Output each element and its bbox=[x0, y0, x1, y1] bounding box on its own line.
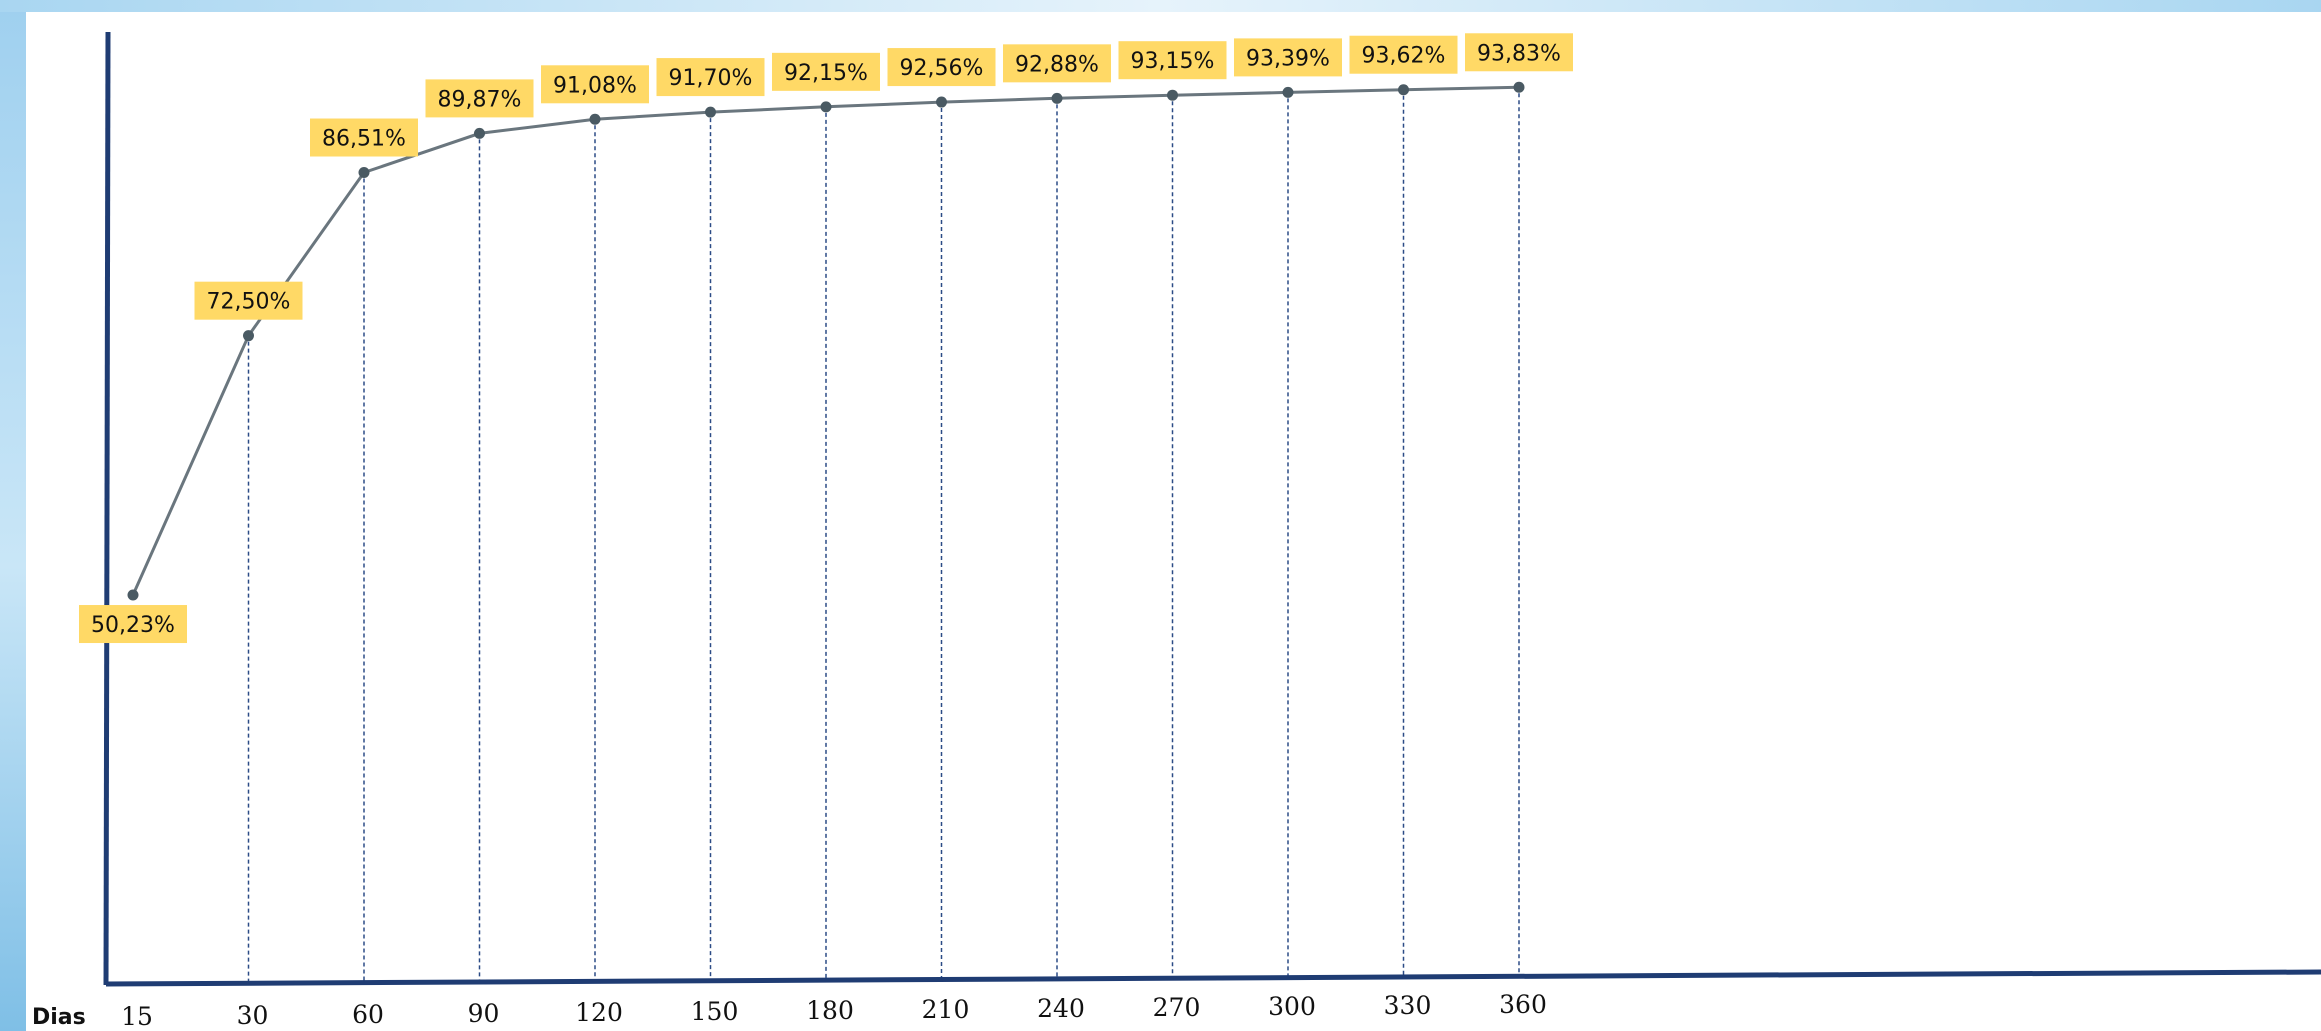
x-tick-label: 30 bbox=[237, 1001, 269, 1030]
line-chart: 50,23% 72,50% 86,51% 89,87% 91,08% 91,70% 92,1… bbox=[32, 31, 2321, 1031]
data-point bbox=[1167, 89, 1178, 101]
data-labels: 50,23% 72,50% 86,51% 89,87% 91,08% 91,70% 92,1… bbox=[79, 33, 1573, 644]
x-tick-label: 240 bbox=[1037, 994, 1085, 1023]
data-label-box bbox=[1234, 38, 1342, 77]
data-point bbox=[243, 330, 254, 342]
chart-panel: 50,23% 72,50% 86,51% 89,87% 91,08% 91,70% 92,1… bbox=[26, 12, 2321, 1031]
data-point bbox=[1398, 84, 1409, 96]
data-point bbox=[705, 106, 716, 118]
background-top-gradient bbox=[0, 0, 2321, 12]
x-tick-label: 15 bbox=[121, 1002, 153, 1031]
data-point bbox=[936, 96, 947, 108]
x-axis-label: Dias bbox=[32, 1005, 86, 1030]
background-left-gradient bbox=[0, 0, 26, 1031]
data-label: 91,08% bbox=[553, 73, 637, 98]
x-tick-label: 330 bbox=[1384, 991, 1432, 1020]
data-point bbox=[474, 127, 485, 139]
x-tick-label: 90 bbox=[468, 999, 500, 1028]
data-label: 93,39% bbox=[1246, 46, 1330, 71]
data-label: 89,87% bbox=[438, 87, 522, 112]
x-tick-label: 60 bbox=[352, 1000, 384, 1029]
data-label-box bbox=[656, 58, 765, 97]
x-tick-labels: 15 30 60 90 120 150 180 210 240 270 300 330 360 bbox=[121, 990, 1547, 1031]
data-points bbox=[127, 81, 1525, 601]
data-label-box bbox=[194, 281, 303, 320]
data-point bbox=[820, 101, 832, 113]
x-tick-label: 150 bbox=[691, 997, 739, 1026]
data-label: 92,15% bbox=[784, 61, 868, 86]
data-label-box bbox=[1118, 41, 1227, 80]
data-point bbox=[127, 589, 139, 601]
y-axis bbox=[103, 31, 111, 986]
x-tick-label: 180 bbox=[806, 996, 854, 1025]
data-label-box bbox=[772, 52, 880, 91]
x-tick-label: 210 bbox=[922, 995, 970, 1024]
data-label: 86,51% bbox=[322, 127, 406, 152]
data-label-box bbox=[1349, 35, 1458, 74]
data-label-box bbox=[1465, 33, 1573, 72]
data-label: 92,88% bbox=[1015, 52, 1099, 77]
x-tick-label: 300 bbox=[1268, 992, 1316, 1021]
x-tick-label: 120 bbox=[575, 998, 623, 1027]
data-label-box bbox=[541, 65, 649, 104]
data-point bbox=[1282, 86, 1294, 98]
x-tick-label: 360 bbox=[1499, 990, 1547, 1019]
guide-lines bbox=[247, 93, 1520, 984]
x-tick-label: 270 bbox=[1153, 993, 1201, 1022]
data-label: 91,70% bbox=[669, 66, 753, 91]
data-label: 92,56% bbox=[900, 56, 984, 81]
x-axis bbox=[105, 969, 2321, 987]
data-label-box bbox=[887, 48, 996, 87]
data-label-box bbox=[425, 79, 534, 118]
data-point bbox=[589, 113, 601, 125]
data-label: 50,23% bbox=[91, 613, 175, 638]
data-label-box bbox=[1003, 44, 1111, 83]
data-point bbox=[358, 167, 370, 179]
data-label: 93,15% bbox=[1131, 49, 1215, 74]
data-label-box bbox=[79, 605, 187, 644]
data-label-box bbox=[310, 118, 418, 157]
data-point bbox=[1051, 92, 1063, 104]
data-label: 93,83% bbox=[1477, 41, 1561, 66]
data-label: 72,50% bbox=[207, 290, 291, 315]
data-point bbox=[1513, 81, 1525, 93]
data-label: 93,62% bbox=[1362, 44, 1446, 69]
